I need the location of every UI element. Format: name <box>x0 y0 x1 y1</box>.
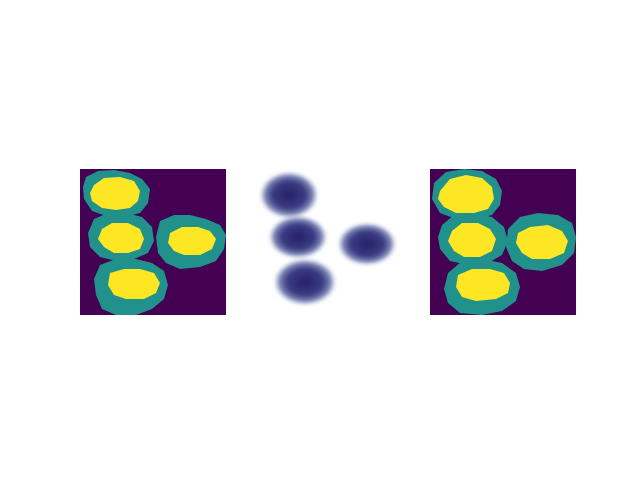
mask-left-svg <box>80 169 226 315</box>
cell-interior-4 <box>456 269 510 301</box>
cell-interior-2 <box>448 223 496 257</box>
cell-interior-2 <box>98 223 144 253</box>
stained-cell-4 <box>273 258 337 306</box>
stained-cells <box>259 171 397 306</box>
cell-interior-3 <box>168 227 216 255</box>
cell-interiors <box>438 175 568 301</box>
mask-right-svg <box>430 169 576 315</box>
cell-interior-3 <box>516 225 568 259</box>
stained-cell-1 <box>259 171 319 219</box>
microscopy-svg <box>255 169 401 315</box>
stained-cell-3 <box>337 222 397 266</box>
segmentation-mask-left <box>80 169 226 315</box>
cell-interior-1 <box>90 177 140 210</box>
cell-interior-1 <box>438 175 494 213</box>
microscopy-image <box>255 169 401 315</box>
cell-interior-4 <box>108 269 160 299</box>
segmentation-mask-right <box>430 169 576 315</box>
stained-cell-2 <box>268 215 328 259</box>
cell-interiors <box>90 177 216 299</box>
